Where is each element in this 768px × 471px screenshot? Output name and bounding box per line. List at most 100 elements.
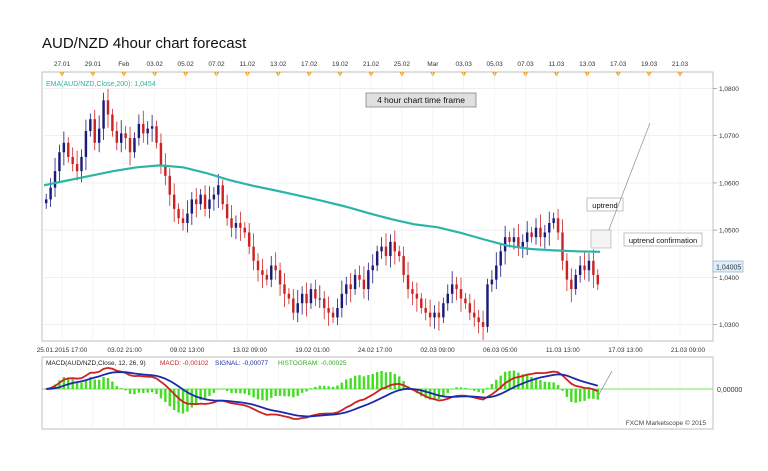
histogram-bar [353,375,357,389]
candle-body [345,284,348,294]
candle-body [358,274,361,280]
candle-body [128,138,132,153]
candle-body [380,246,383,252]
candle-body [442,303,445,318]
top-date-label: 13.03 [579,61,596,68]
histogram-bar [115,386,119,389]
macd-zero-label: 0,00000 [717,387,742,394]
candle-body [177,208,180,219]
page-title: AUD/NZD 4hour chart forecast [42,35,247,52]
histogram-bar [512,370,516,389]
candle-body [217,185,220,195]
histogram-bar [362,376,366,389]
histogram-bar [168,389,171,407]
histogram-bar [128,389,132,394]
top-date-label: Mar [427,61,439,68]
top-date-label: 05.02 [177,61,194,68]
uptrend-box [586,197,624,212]
histogram-bar [486,387,489,389]
bottom-date-label: 21.03 09:00 [671,347,706,354]
candle-body [367,270,370,290]
histogram-bar [243,389,246,394]
histogram-bar [80,382,83,389]
candle-body [393,241,397,252]
candle-body [168,175,171,195]
histogram-bar [106,377,110,389]
histogram-bar [278,389,282,396]
histogram-bar [349,378,352,389]
price-tick-label: 1,0300 [719,322,739,329]
histogram-bar [340,382,344,389]
histogram-bar [164,389,167,402]
candle-body [481,322,485,327]
candle-body [561,232,564,261]
macd-label: MACD(AUD/NZD,Close, 12, 26, 9) [46,360,146,367]
histogram-bar [459,387,463,389]
candle-body [283,284,286,294]
candle-body [239,223,242,228]
candle-body [411,289,414,294]
histogram-bar [150,389,154,393]
histogram-bar [437,389,441,399]
candle-body [142,123,145,134]
candle-body [97,128,101,143]
histogram-bar [556,384,560,389]
candle-body [314,289,317,299]
candle-body [111,114,114,131]
candle-body [296,303,299,313]
candle-body [133,138,136,153]
histogram-bar [548,382,551,389]
macd-line [46,366,599,420]
bottom-date-label: 17.03 13:00 [608,347,643,354]
uptrend-label: uptrend [592,201,617,210]
top-date-label: 05.03 [486,61,503,68]
candle-body [225,204,229,219]
histogram-bar [534,377,538,389]
candle-body [464,298,467,304]
histogram-bar [203,389,207,399]
candle-body [596,274,600,285]
candle-body [587,260,591,271]
histogram-bar [314,386,317,389]
candle-body [181,218,185,224]
candle-body [455,284,458,290]
candle-body [75,164,79,172]
candle-body [120,133,123,143]
top-date-label: 21.03 [672,61,689,68]
histogram-bar [450,389,454,390]
histogram-value-label: HISTOGRAM: -0,00025 [278,360,347,367]
histogram-bar [389,372,392,389]
histogram-bar [446,389,449,393]
candle-body [543,232,547,238]
histogram-bar [172,389,176,410]
histogram-bar [499,375,502,389]
candle-body [530,232,533,238]
candle-body [49,187,52,200]
histogram-bar [490,383,494,389]
candle-body [155,126,158,143]
histogram-bar [574,389,577,403]
candle-body [292,298,295,313]
histogram-bar [177,389,180,413]
histogram-bar [322,385,326,389]
histogram-bar [428,389,432,400]
histogram-bar [84,379,88,389]
candlesticks [44,88,600,341]
top-date-label: 07.02 [208,61,225,68]
histogram-bar [517,372,520,389]
forecast-line [607,122,651,233]
histogram-bar [565,389,569,397]
histogram-bar [261,389,264,401]
histogram-bar [221,389,224,390]
candle-body [468,303,472,313]
candle-body [62,142,66,153]
candle-body [578,265,582,275]
histogram-bar [159,389,163,399]
histogram-bar [230,389,233,393]
candle-body [402,256,405,275]
histogram-bar [530,376,533,389]
candle-body [570,279,573,290]
histogram-bar [287,389,291,397]
signal-value-label: SIGNAL: -0,00077 [215,360,268,367]
bottom-date-label: 13.02 09:00 [233,347,268,354]
